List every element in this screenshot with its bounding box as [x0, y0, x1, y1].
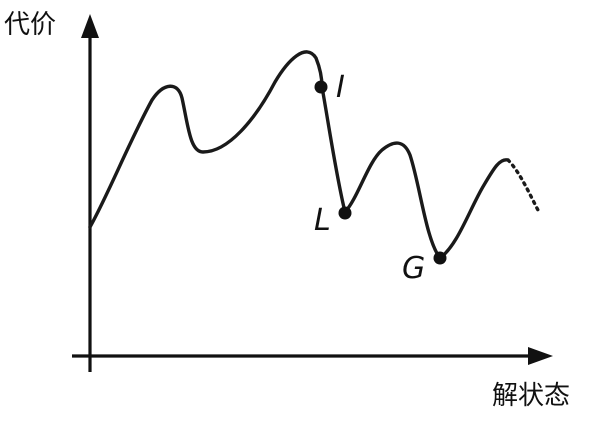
- cost-curve-continuation: [506, 158, 542, 216]
- point-l-label: L: [314, 203, 331, 238]
- y-axis-label: 代价: [4, 10, 56, 40]
- point-i-marker: [314, 80, 328, 94]
- y-axis-arrow-icon: [81, 14, 99, 38]
- point-g-marker: [433, 251, 447, 265]
- x-axis-label: 解状态: [492, 381, 570, 411]
- point-g-label: G: [402, 251, 425, 286]
- cost-curve: [88, 50, 510, 260]
- point-l-marker: [338, 206, 352, 220]
- point-i-label: I: [336, 70, 345, 105]
- x-axis-arrow-icon: [528, 347, 553, 365]
